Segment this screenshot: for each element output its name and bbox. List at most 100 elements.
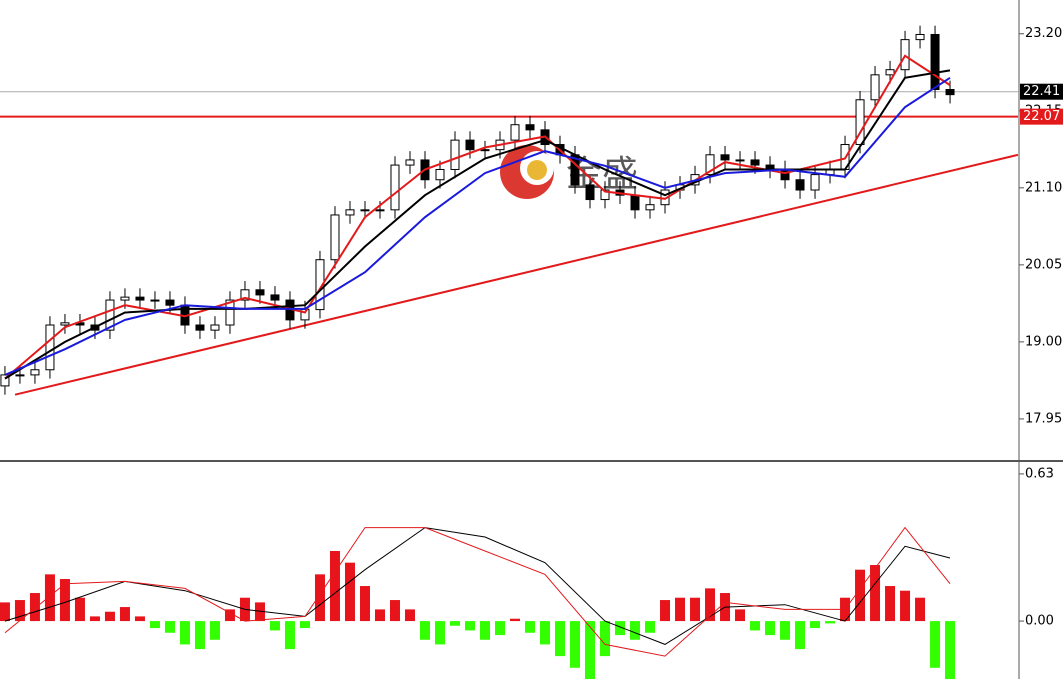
candle-body [195,324,205,331]
candle-body [645,204,655,211]
histogram-bar [630,621,641,640]
histogram-bar [269,621,280,631]
trend-line [14,153,1019,396]
histogram-bar [900,590,911,622]
histogram-bar [29,593,40,622]
candle-body [225,299,235,326]
moving-average [4,76,951,376]
histogram-bar [615,621,626,636]
histogram-bar [525,621,536,633]
histogram-bar [179,621,190,645]
candle-body [270,294,280,301]
candle-body [60,322,70,326]
candle-body [735,159,745,162]
histogram-bar [134,616,145,622]
candle-body [705,154,715,176]
histogram-bar [795,621,806,650]
candle-body [315,259,325,311]
macd-line [4,527,951,645]
histogram-bar [74,597,85,622]
candle-body [870,74,880,101]
candle-body [930,33,940,91]
candle-body [405,159,415,166]
histogram-bar [434,621,445,645]
histogram-bar [389,600,400,622]
candle-body [510,124,520,141]
histogram-bar [404,609,415,622]
candle-body [795,179,805,191]
histogram-bar [585,621,596,679]
histogram-bar [810,621,821,629]
histogram-bar [735,609,746,622]
histogram-bar [494,621,505,636]
histogram-bar [119,607,130,622]
histogram-bar [930,621,941,668]
candle-body [0,374,10,387]
histogram-bar [945,621,956,679]
histogram-bar [164,621,175,633]
candle-body [105,299,115,331]
histogram-bar [464,621,475,631]
y-tick-label: 21.10 [1025,180,1062,195]
histogram-bar [359,586,370,622]
candle-body [945,89,955,96]
histogram-bar [600,621,611,657]
histogram-bar [479,621,490,640]
histogram-bar [780,621,791,640]
histogram-bar [915,597,926,622]
macd-line [4,526,951,657]
histogram-bar [750,621,761,631]
candle-body [345,209,355,216]
histogram-bar [660,600,671,622]
last-price-label: 22.41 [1023,84,1060,99]
candle-body [810,174,820,191]
histogram-bar [374,609,385,622]
histogram-bar [284,621,295,650]
candle-body [45,324,55,371]
histogram-bar [825,621,836,624]
histogram-bar [690,597,701,622]
histogram-bar [104,611,115,622]
histogram-bar [194,621,205,650]
candle-body [255,289,265,296]
histogram-bar [14,600,25,622]
moving-average [4,54,951,380]
histogram-bar [705,588,716,622]
candle-body [15,374,25,377]
candle-body [120,296,130,301]
histogram-bar [89,616,100,622]
candle-body [375,209,385,212]
y-tick-label: 0.00 [1025,614,1054,629]
histogram-bar [675,597,686,622]
candle-body [435,168,445,181]
histogram-bar [0,602,10,622]
candle-body [885,69,895,76]
level-label: 22.07 [1023,109,1060,124]
y-tick-label: 20.05 [1025,257,1062,272]
candle-body [855,99,865,146]
histogram-bar [855,569,866,622]
histogram-bar [540,621,551,645]
candle-body [750,159,760,166]
y-tick-label: 0.63 [1025,466,1054,481]
histogram-bar [329,550,340,622]
histogram-bar [254,602,265,622]
histogram-bar [59,579,70,622]
watermark-logo [500,145,554,199]
candle-body [780,168,790,181]
level-box [1020,108,1063,125]
histogram-bar [299,621,310,629]
candle-body [450,139,460,170]
candle-body [210,324,220,331]
candle-body [240,289,250,301]
candle-body [165,299,175,306]
candle-body [30,369,40,376]
last-price-box [1020,83,1063,100]
histogram-bar [224,609,235,622]
candle-body [630,194,640,211]
histogram-bar [555,621,566,657]
candle-body [600,189,610,201]
histogram-bar [44,574,55,622]
